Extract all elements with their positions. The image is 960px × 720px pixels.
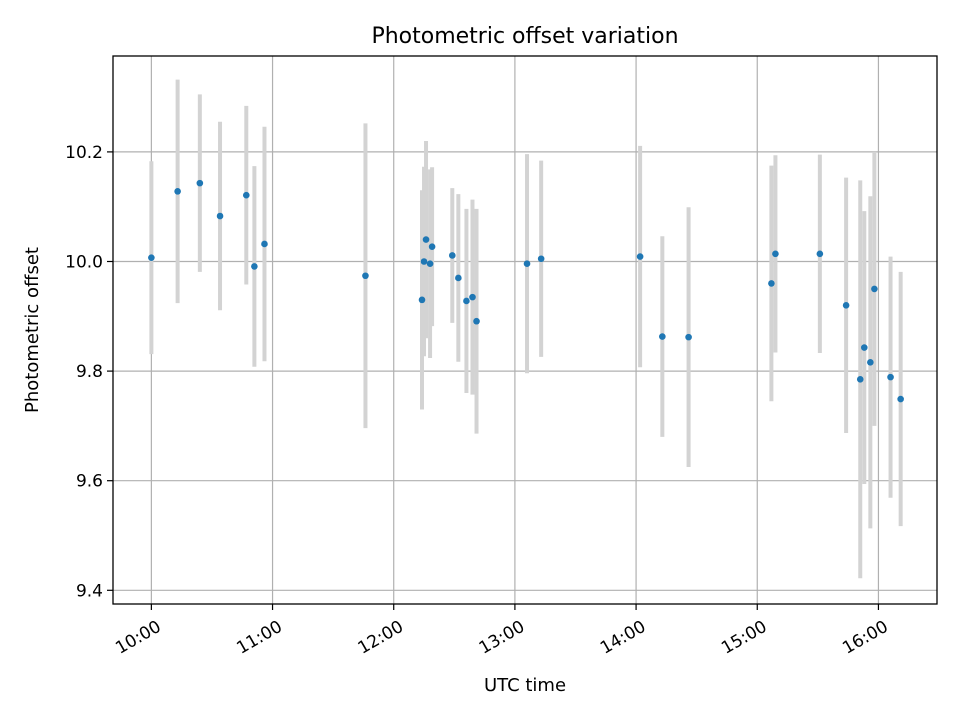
data-point bbox=[261, 240, 268, 248]
data-point bbox=[469, 293, 476, 301]
data-points bbox=[148, 179, 904, 403]
data-point bbox=[768, 280, 775, 287]
x-axis-label: UTC time bbox=[484, 675, 566, 696]
data-point bbox=[871, 285, 878, 293]
data-point bbox=[867, 359, 874, 366]
data-point bbox=[473, 317, 480, 325]
data-point bbox=[174, 188, 181, 195]
data-point bbox=[887, 373, 894, 381]
y-axis-label: Photometric offset bbox=[22, 247, 43, 413]
x-tick-label: 10:00 bbox=[112, 617, 164, 659]
data-point bbox=[422, 236, 430, 243]
y-tick-label: 10.0 bbox=[65, 253, 103, 273]
y-tick-label: 9.8 bbox=[76, 362, 103, 382]
data-point bbox=[816, 250, 824, 258]
x-tick-label: 11:00 bbox=[233, 617, 285, 659]
x-tick-label: 14:00 bbox=[597, 617, 649, 659]
data-point bbox=[242, 191, 250, 199]
data-point bbox=[418, 296, 426, 304]
data-point bbox=[685, 333, 692, 341]
data-point bbox=[148, 254, 155, 261]
data-point bbox=[523, 260, 531, 267]
data-point bbox=[537, 255, 545, 263]
data-point bbox=[842, 302, 850, 309]
y-tick-label: 9.4 bbox=[76, 581, 103, 601]
data-point bbox=[455, 274, 462, 282]
plot-frame bbox=[112, 55, 938, 605]
data-point bbox=[856, 376, 864, 383]
x-tick-label: 13:00 bbox=[476, 617, 528, 659]
x-tick-label: 15:00 bbox=[718, 617, 770, 659]
y-tick-label: 10.2 bbox=[65, 143, 103, 163]
x-tick-label: 12:00 bbox=[355, 617, 407, 659]
ticks: 10:00 11:00 12:00 13:00 14:00 15:00 16:00 9.4 9.… bbox=[65, 143, 892, 659]
data-point bbox=[659, 333, 666, 340]
data-point bbox=[216, 212, 224, 220]
y-tick-label: 9.6 bbox=[76, 472, 103, 492]
data-point bbox=[897, 395, 904, 403]
data-point bbox=[426, 260, 434, 267]
grid bbox=[113, 56, 937, 604]
data-point bbox=[448, 252, 456, 259]
data-point bbox=[636, 253, 644, 260]
data-point bbox=[196, 179, 204, 187]
data-point bbox=[362, 272, 369, 280]
data-point bbox=[420, 258, 428, 265]
x-tick-label: 16:00 bbox=[839, 617, 891, 659]
data-point bbox=[772, 250, 779, 258]
data-point bbox=[463, 297, 470, 305]
error-bars bbox=[149, 79, 903, 579]
data-point bbox=[428, 243, 436, 251]
data-point bbox=[860, 344, 868, 351]
chart-title: Photometric offset variation bbox=[371, 24, 678, 49]
data-point bbox=[251, 263, 258, 270]
